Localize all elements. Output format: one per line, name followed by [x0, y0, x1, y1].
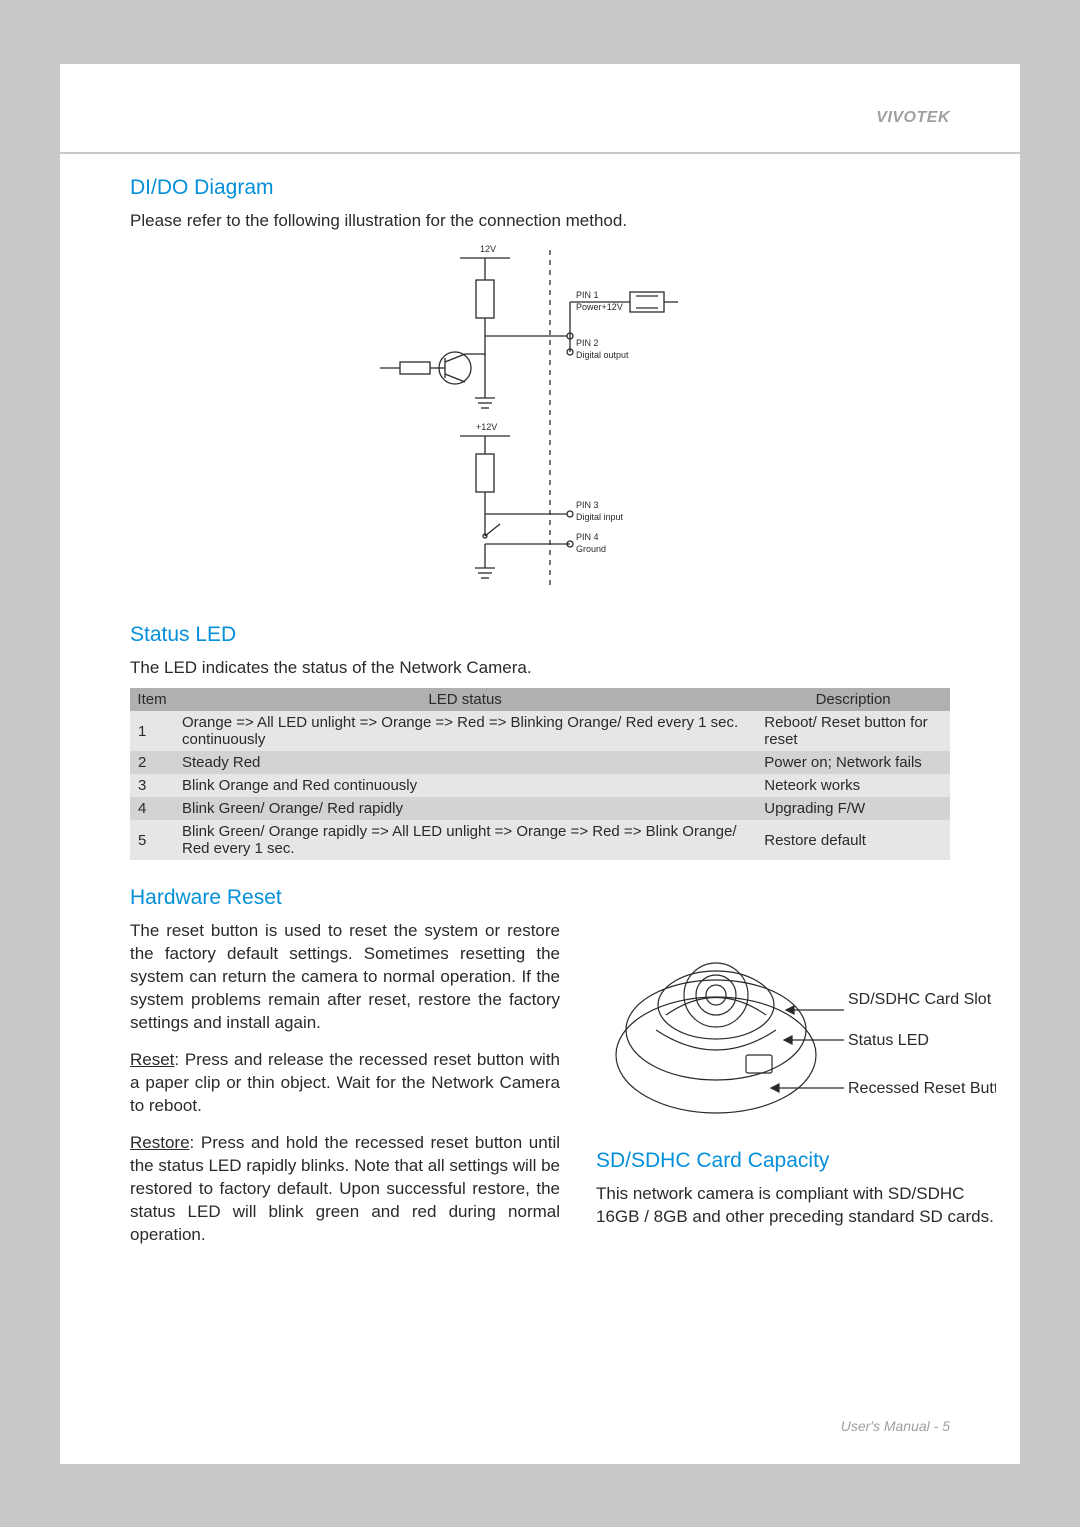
table-row: 3 Blink Orange and Red continuously Nete… [130, 774, 950, 797]
header-rule [60, 152, 1020, 154]
th-status: LED status [174, 688, 756, 711]
label-pin3-sub: Digital input [576, 512, 624, 522]
label-status-led: Status LED [848, 1032, 929, 1049]
reset-label: Reset [130, 1050, 174, 1069]
label-pin2: PIN 2 [576, 338, 599, 348]
label-pin1-sub: Power+12V [576, 302, 623, 312]
status-led-intro: The LED indicates the status of the Netw… [130, 657, 950, 680]
hw-reset-p3: Restore: Press and hold the recessed res… [130, 1132, 560, 1247]
camera-diagram: SD/SDHC Card Slot Status LED Recessed Re… [596, 920, 996, 1135]
hw-reset-p1: The reset button is used to reset the sy… [130, 920, 560, 1035]
restore-label: Restore [130, 1133, 190, 1152]
label-12v-top: 12V [480, 244, 496, 254]
dido-intro: Please refer to the following illustrati… [130, 210, 950, 233]
label-pin1: PIN 1 [576, 290, 599, 300]
content-area: DI/DO Diagram Please refer to the follow… [130, 176, 950, 1255]
table-row: 2 Steady Red Power on; Network fails [130, 751, 950, 774]
two-column-layout: The reset button is used to reset the sy… [130, 920, 950, 1254]
label-pin4: PIN 4 [576, 532, 599, 542]
dido-diagram: 12V PIN 1 Power+12V [130, 240, 950, 605]
dido-diagram-svg: 12V PIN 1 Power+12V [280, 240, 800, 600]
table-row: 1 Orange => All LED unlight => Orange =>… [130, 711, 950, 751]
heading-dido: DI/DO Diagram [130, 176, 950, 200]
brand-label: VIVOTEK [876, 109, 950, 127]
table-row: 5 Blink Green/ Orange rapidly => All LED… [130, 820, 950, 860]
th-desc: Description [756, 688, 950, 711]
th-item: Item [130, 688, 174, 711]
heading-status-led: Status LED [130, 623, 950, 647]
page: VIVOTEK DI/DO Diagram Please refer to th… [60, 64, 1020, 1464]
right-column: SD/SDHC Card Slot Status LED Recessed Re… [596, 920, 996, 1254]
led-status-table: Item LED status Description 1 Orange => … [130, 688, 950, 860]
sd-p1: This network camera is compliant with SD… [596, 1183, 996, 1229]
label-pin2-sub: Digital output [576, 350, 629, 360]
heading-hw-reset: Hardware Reset [130, 886, 950, 910]
heading-sd: SD/SDHC Card Capacity [596, 1149, 996, 1173]
label-pin4-sub: Ground [576, 544, 606, 554]
camera-diagram-svg: SD/SDHC Card Slot Status LED Recessed Re… [596, 920, 996, 1130]
table-row: 4 Blink Green/ Orange/ Red rapidly Upgra… [130, 797, 950, 820]
hw-reset-p2: Reset: Press and release the recessed re… [130, 1049, 560, 1118]
label-12v-mid: +12V [476, 422, 497, 432]
hw-reset-text-column: The reset button is used to reset the sy… [130, 920, 560, 1254]
label-pin3: PIN 3 [576, 500, 599, 510]
label-reset-button: Recessed Reset Button [848, 1080, 996, 1097]
label-sd-slot: SD/SDHC Card Slot [848, 991, 992, 1008]
footer-label: User's Manual - 5 [841, 1418, 950, 1434]
